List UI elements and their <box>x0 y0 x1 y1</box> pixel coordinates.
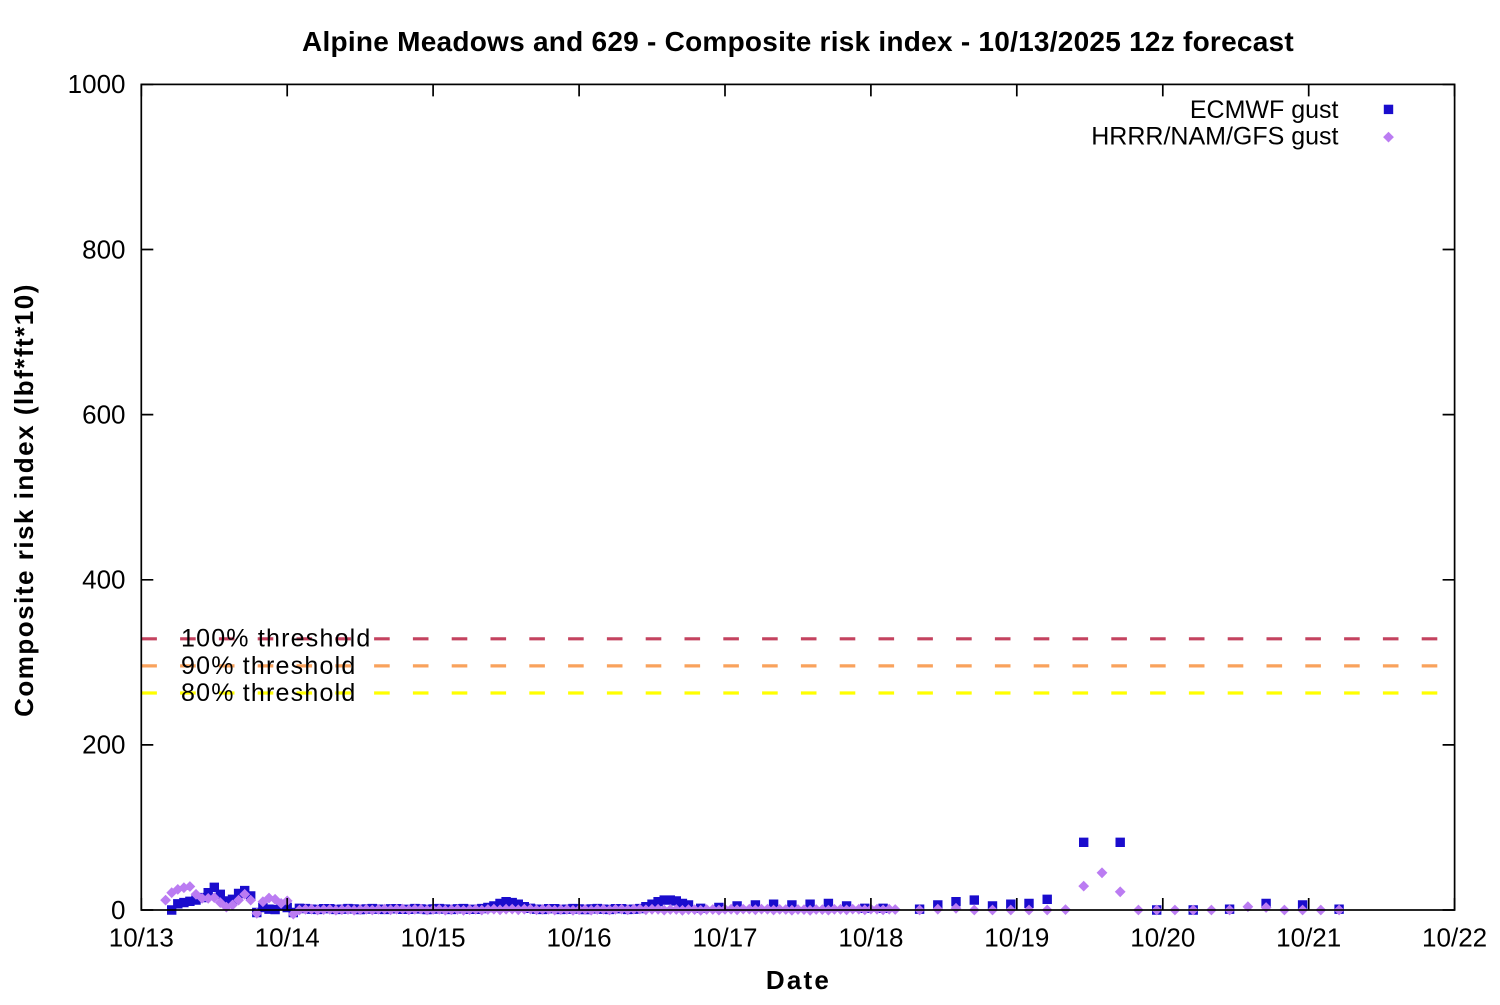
svg-text:10/13: 10/13 <box>109 923 174 953</box>
svg-text:10/19: 10/19 <box>984 923 1049 953</box>
svg-text:10/17: 10/17 <box>692 923 757 953</box>
svg-text:Alpine Meadows and 629 - Compo: Alpine Meadows and 629 - Composite risk … <box>302 26 1294 57</box>
svg-text:10/18: 10/18 <box>838 923 903 953</box>
svg-text:10/20: 10/20 <box>1130 923 1195 953</box>
svg-text:800: 800 <box>82 234 125 264</box>
svg-text:10/22: 10/22 <box>1422 923 1487 953</box>
svg-text:HRRR/NAM/GFS gust: HRRR/NAM/GFS gust <box>1091 123 1338 151</box>
svg-text:10/14: 10/14 <box>255 923 320 953</box>
svg-text:10/21: 10/21 <box>1276 923 1341 953</box>
svg-text:600: 600 <box>82 399 125 429</box>
svg-text:Composite risk index (lbf*ft*1: Composite risk index (lbf*ft*10) <box>9 283 39 717</box>
svg-text:200: 200 <box>82 730 125 760</box>
svg-text:ECMWF gust: ECMWF gust <box>1190 96 1339 124</box>
svg-text:80% threshold: 80% threshold <box>181 679 356 707</box>
svg-text:400: 400 <box>82 565 125 595</box>
svg-text:1000: 1000 <box>68 69 126 99</box>
svg-text:10/15: 10/15 <box>401 923 466 953</box>
svg-text:0: 0 <box>111 895 125 925</box>
svg-text:90% threshold: 90% threshold <box>181 652 356 680</box>
svg-text:Date: Date <box>766 965 831 995</box>
svg-text:10/16: 10/16 <box>547 923 612 953</box>
svg-text:100% threshold: 100% threshold <box>181 625 372 653</box>
